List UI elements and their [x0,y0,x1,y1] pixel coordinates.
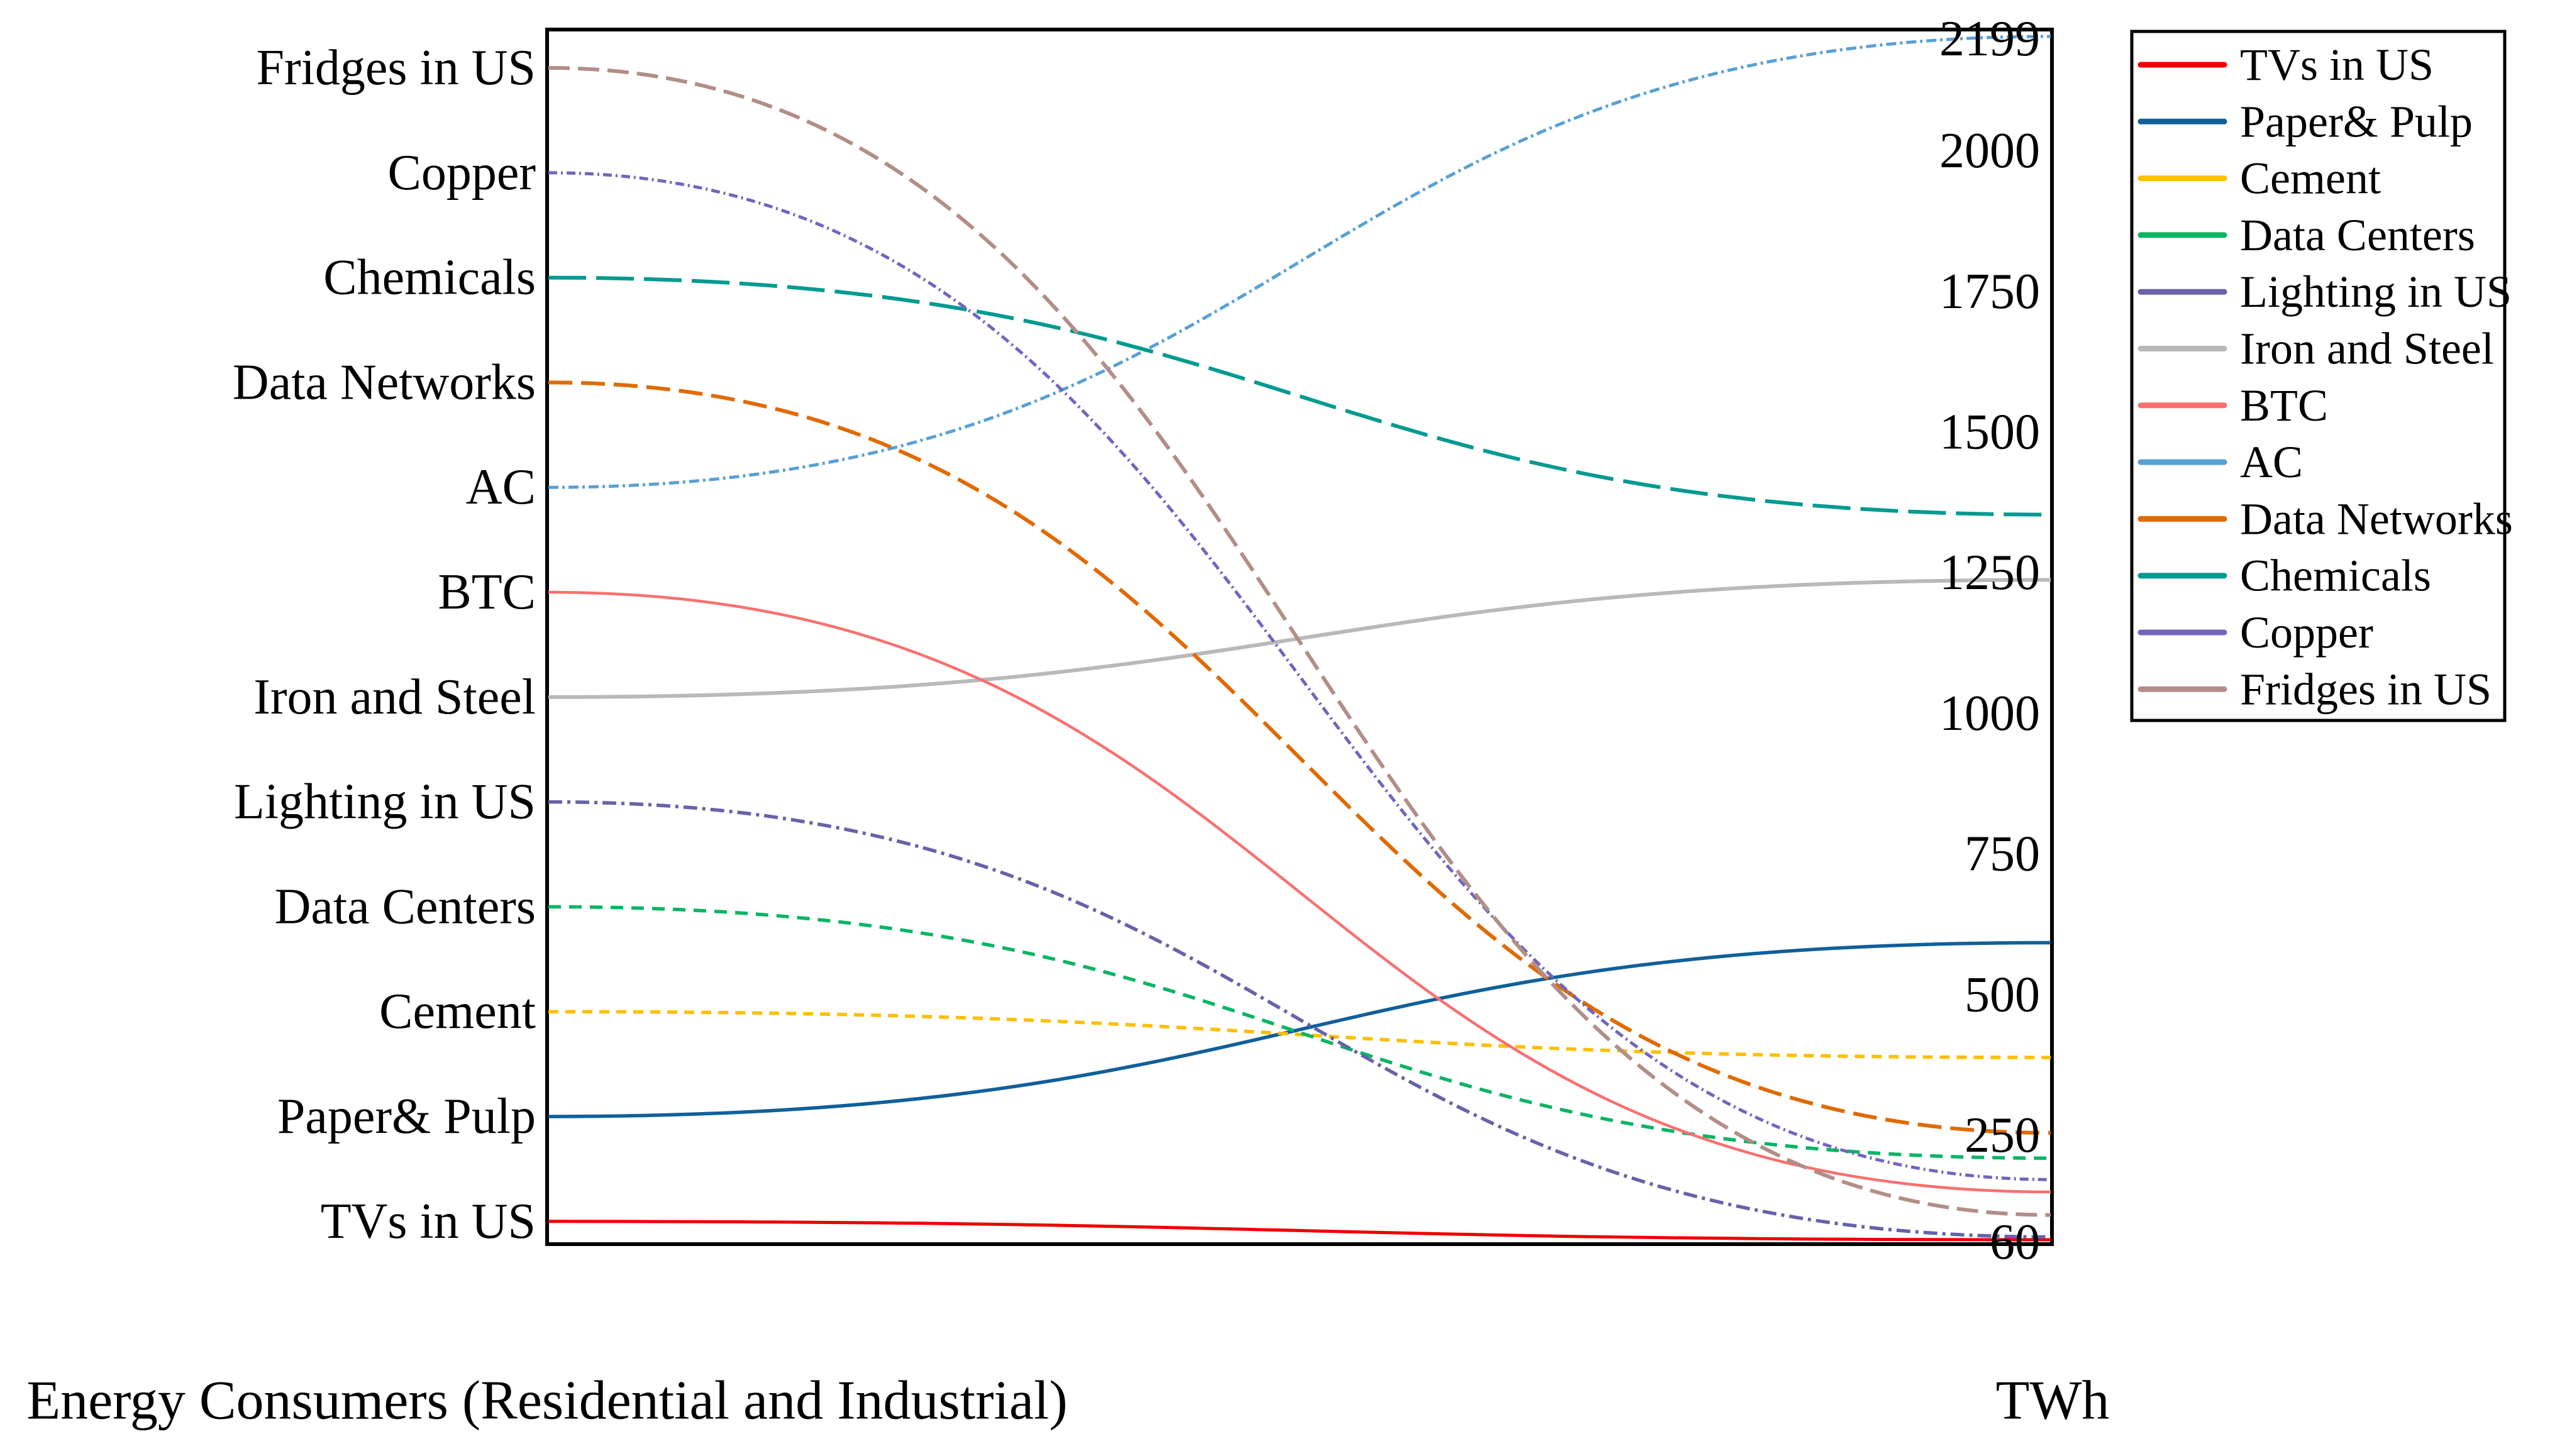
left-axis-title: Energy Consumers (Residential and Indust… [26,1371,1067,1431]
legend-item-fridges-in-us: Fridges in US [2137,664,2492,714]
legend-item-data-centers: Data Centers [2137,210,2475,260]
category-label-data-networks: Data Networks [233,355,536,410]
series-curve-lighting-in-us [548,800,2051,1239]
legend-label-paper-pulp: Paper& Pulp [2240,96,2473,146]
legend-label-btc: BTC [2240,380,2328,431]
legend-label-cement: Cement [2240,153,2381,204]
y-tick-label-1750: 1750 [1939,264,2040,319]
plot-area-border [545,28,2054,1246]
series-curve-copper [548,171,2051,1181]
y-tick-label-2199: 2199 [1939,11,2040,67]
y-tick-label-1000: 1000 [1939,686,2040,741]
category-label-iron-and-steel: Iron and Steel [253,670,536,725]
series-curve-data-networks [548,380,2051,1135]
category-label-copper: Copper [387,145,536,201]
series-curve-tvs-in-us [548,1220,2051,1242]
legend-label-data-centers: Data Centers [2240,210,2475,260]
y-tick-label-500: 500 [1965,967,2040,1022]
legend-item-ac: AC [2137,437,2303,487]
series-curve-ac [548,35,2051,489]
legend-box [2130,30,2507,722]
series-curve-data-centers [548,905,2051,1160]
y-tick-label-750: 750 [1965,827,2040,882]
legend-item-lighting-in-us: Lighting in US [2137,267,2512,317]
legend-item-copper: Copper [2137,607,2373,658]
y-tick-label-60: 60 [1990,1215,2040,1270]
y-tick-label-2000: 2000 [1939,123,2040,179]
right-axis-tick-labels: 2199 2000 1750 1500 1250 1000 750 500 250 60 [1939,11,2040,1270]
series-curves [548,35,2051,1242]
legend-label-data-networks: Data Networks [2240,494,2513,544]
y-tick-label-250: 250 [1965,1108,2040,1163]
series-curve-paper-pulp [548,940,2051,1118]
legend-label-fridges-in-us: Fridges in US [2240,664,2492,714]
legend: TVs in US Paper& Pulp Cement Data Centers Li… [2130,30,2513,722]
legend-item-iron-and-steel: Iron and Steel [2137,324,2494,374]
right-axis-title: TWh [1996,1371,2110,1431]
category-label-data-centers: Data Centers [275,879,536,934]
series-curve-chemicals [548,275,2051,517]
legend-item-data-networks: Data Networks [2137,494,2513,544]
y-tick-label-1500: 1500 [1939,404,2040,460]
legend-label-lighting-in-us: Lighting in US [2240,267,2512,317]
legend-label-tvs-in-us: TVs in US [2240,40,2434,90]
legend-label-copper: Copper [2240,607,2373,658]
category-label-chemicals: Chemicals [323,250,536,306]
legend-label-ac: AC [2240,437,2303,487]
category-label-cement: Cement [379,984,536,1039]
category-label-paper-pulp: Paper& Pulp [277,1089,536,1144]
legend-label-chemicals: Chemicals [2240,551,2431,601]
legend-label-iron-and-steel: Iron and Steel [2240,324,2494,374]
series-curve-fridges-in-us [548,66,2051,1217]
legend-item-paper-pulp: Paper& Pulp [2137,96,2473,146]
category-label-btc: BTC [438,565,536,620]
legend-item-cement: Cement [2137,153,2381,204]
y-tick-label-1250: 1250 [1939,545,2040,600]
category-label-tvs-in-us: TVs in US [321,1194,536,1249]
category-label-lighting-in-us: Lighting in US [234,775,536,830]
legend-item-tvs-in-us: TVs in US [2137,40,2434,90]
category-label-ac: AC [466,460,536,515]
series-curve-cement [548,1010,2051,1059]
legend-item-btc: BTC [2137,380,2328,431]
left-category-labels: Fridges in US Copper Chemicals Data Network… [233,40,536,1249]
series-curve-btc [548,590,2051,1194]
legend-item-chemicals: Chemicals [2137,551,2431,601]
category-label-fridges-in-us: Fridges in US [257,40,536,96]
